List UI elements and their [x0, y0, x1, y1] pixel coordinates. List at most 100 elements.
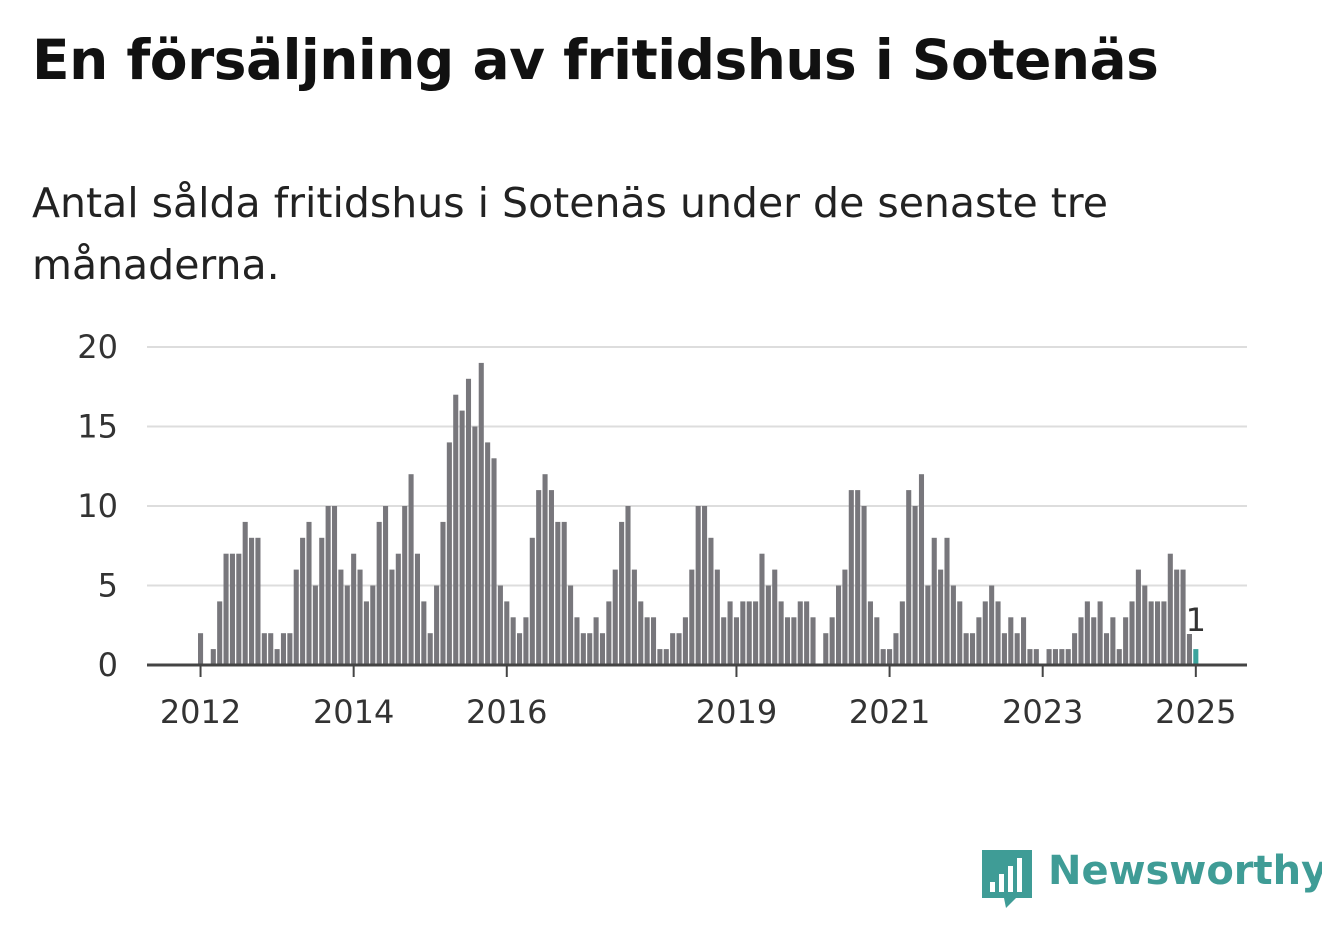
x-tick-label: 2023 [1002, 693, 1083, 731]
bar [906, 490, 912, 665]
bar [357, 569, 363, 665]
bar [568, 585, 574, 665]
bar [912, 506, 918, 665]
bar [300, 537, 306, 665]
bar [880, 649, 886, 665]
bar [395, 553, 401, 665]
bar [1161, 601, 1167, 665]
bar [236, 553, 242, 665]
bar [517, 633, 523, 665]
bar [370, 585, 376, 665]
bar [319, 537, 325, 665]
bar [472, 426, 478, 665]
bar [938, 569, 944, 665]
y-tick-label: 15 [77, 408, 118, 446]
bar [944, 537, 950, 665]
bar [925, 585, 931, 665]
bar [453, 394, 459, 665]
bar [542, 474, 548, 665]
bar [861, 506, 867, 665]
y-tick-label: 5 [98, 567, 118, 605]
bar [255, 537, 261, 665]
newsworthy-logo-text: Newsworthy [1048, 848, 1322, 894]
bar [619, 521, 625, 665]
bar [1033, 649, 1039, 665]
bar [733, 617, 739, 665]
bar-latest [1193, 649, 1199, 665]
x-tick-label: 2019 [696, 693, 777, 731]
bar [753, 601, 759, 665]
bar [874, 617, 880, 665]
bar [268, 633, 274, 665]
bar [1065, 649, 1071, 665]
bar [1014, 633, 1020, 665]
bar [548, 490, 554, 665]
bar [721, 617, 727, 665]
bar [587, 633, 593, 665]
bar [1052, 649, 1058, 665]
bar [791, 617, 797, 665]
bar [1174, 569, 1180, 665]
bar [274, 649, 280, 665]
bar [389, 569, 395, 665]
bar [631, 569, 637, 665]
bar [306, 521, 312, 665]
bar [351, 553, 357, 665]
bar [708, 537, 714, 665]
bar [523, 617, 529, 665]
bar [338, 569, 344, 665]
bar [1129, 601, 1135, 665]
bar [1059, 649, 1065, 665]
bar [836, 585, 842, 665]
bar [804, 601, 810, 665]
bar [982, 601, 988, 665]
bar [842, 569, 848, 665]
bar [778, 601, 784, 665]
bar [1123, 617, 1129, 665]
bar [198, 633, 204, 665]
bar [287, 633, 293, 665]
bar [663, 649, 669, 665]
bar [695, 506, 701, 665]
bar [529, 537, 535, 665]
bar [727, 601, 733, 665]
bar [689, 569, 695, 665]
x-tick-label: 2021 [849, 693, 930, 731]
bar [574, 617, 580, 665]
bar [1001, 633, 1007, 665]
bar [536, 490, 542, 665]
bar [848, 490, 854, 665]
bar [969, 633, 976, 665]
bar [325, 506, 331, 665]
bar [402, 506, 408, 665]
bar [434, 585, 440, 665]
bar [995, 601, 1001, 665]
bar [702, 506, 708, 665]
bar [918, 474, 925, 665]
bar [593, 617, 599, 665]
bar [510, 617, 516, 665]
bar [497, 585, 503, 665]
bar [414, 553, 420, 665]
bar [1167, 553, 1173, 665]
bar [797, 601, 803, 665]
bar [249, 537, 255, 665]
x-tick-label: 2025 [1155, 693, 1236, 731]
bar [1110, 617, 1116, 665]
bar [1142, 585, 1148, 665]
data-label-latest: 1 [1186, 601, 1206, 639]
x-tick-label: 2012 [160, 693, 241, 731]
x-tick-label: 2014 [313, 693, 394, 731]
bar [421, 601, 427, 665]
bar [887, 649, 893, 665]
bar [261, 633, 267, 665]
y-tick-label: 20 [77, 328, 118, 366]
bar [210, 649, 216, 665]
bar [465, 378, 472, 665]
bar [606, 601, 612, 665]
bar [280, 633, 287, 665]
bar [740, 601, 746, 665]
bar [1186, 633, 1192, 665]
bar [867, 601, 873, 665]
bar [1180, 569, 1186, 665]
